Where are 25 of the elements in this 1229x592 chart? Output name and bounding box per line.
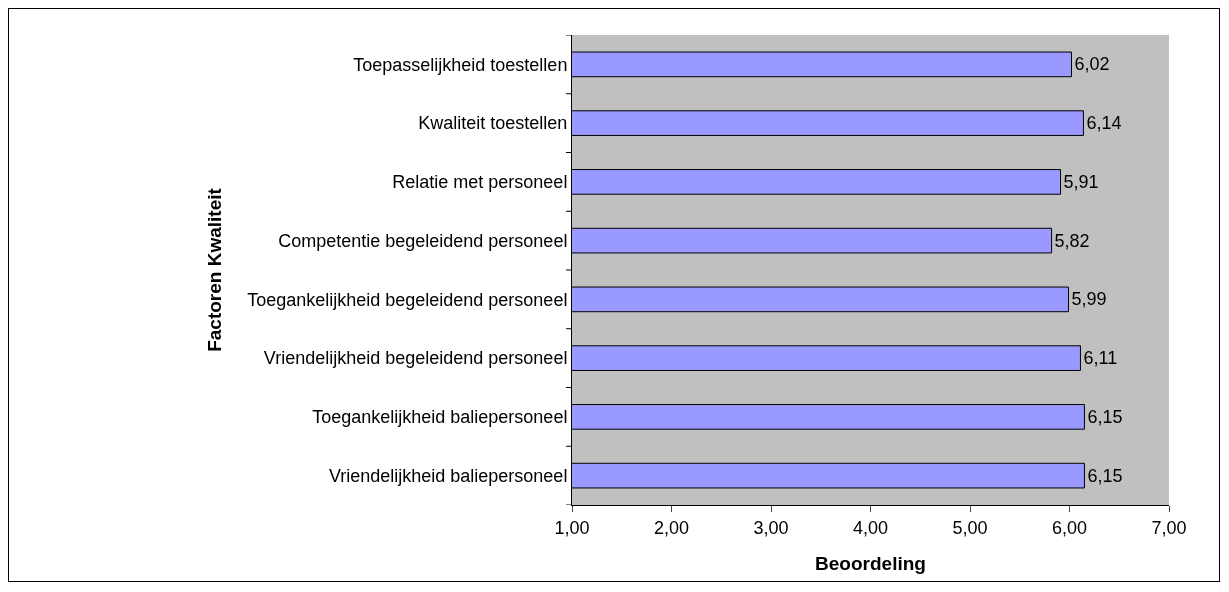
data-label: 6,02 xyxy=(1074,54,1110,75)
y-tick-label: Vriendelijkheid baliepersoneel xyxy=(328,465,568,486)
y-tick-label: Toepasselijkheid toestellen xyxy=(353,54,568,75)
x-tick-label: 7,00 xyxy=(1151,517,1187,538)
y-tick-label: Relatie met personeel xyxy=(392,172,568,193)
data-label: 6,15 xyxy=(1087,465,1123,486)
x-tick-label: 1,00 xyxy=(554,517,590,538)
data-label: 5,91 xyxy=(1063,171,1099,192)
y-axis-title: Factoren Kwaliteit xyxy=(204,187,225,352)
x-tick-label: 2,00 xyxy=(653,517,690,538)
y-tick-label: Vriendelijkheid begeleidend personeel xyxy=(263,348,568,369)
x-axis-title: Beoordeling xyxy=(815,553,926,575)
data-label: 6,11 xyxy=(1083,348,1118,369)
x-tick-label: 6,00 xyxy=(1051,517,1088,538)
y-tick-label: Kwaliteit toestellen xyxy=(418,113,568,134)
y-tick-label: Competentie begeleidend personeel xyxy=(278,230,568,251)
y-tick-label: Toegankelijkheid begeleidend personeel xyxy=(247,289,568,310)
x-tick-label: 3,00 xyxy=(753,517,789,538)
data-label: 6,14 xyxy=(1086,113,1122,134)
x-tick-label: 5,00 xyxy=(952,517,988,538)
y-tick-label: Toegankelijkheid baliepersoneel xyxy=(312,407,568,428)
data-label: 5,82 xyxy=(1054,230,1090,251)
data-label: 6,15 xyxy=(1087,406,1123,427)
data-label: 5,99 xyxy=(1071,289,1107,310)
x-tick-label: 4,00 xyxy=(852,517,889,538)
